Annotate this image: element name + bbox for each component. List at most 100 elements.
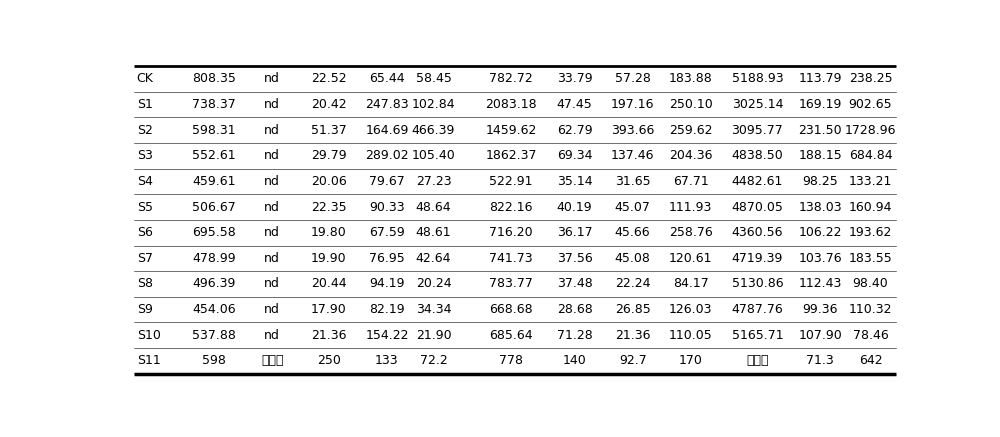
Text: 47.45: 47.45 xyxy=(557,98,592,111)
Text: 598: 598 xyxy=(202,354,226,368)
Text: nd: nd xyxy=(264,252,280,265)
Text: 808.35: 808.35 xyxy=(192,72,236,85)
Text: nd: nd xyxy=(264,201,280,214)
Text: 27.23: 27.23 xyxy=(416,175,451,188)
Text: 37.56: 37.56 xyxy=(557,252,592,265)
Text: 90.33: 90.33 xyxy=(369,201,405,214)
Text: 183.88: 183.88 xyxy=(669,72,713,85)
Text: 133.21: 133.21 xyxy=(849,175,892,188)
Text: S11: S11 xyxy=(137,354,160,368)
Text: 45.08: 45.08 xyxy=(615,252,651,265)
Text: 2083.18: 2083.18 xyxy=(485,98,537,111)
Text: 19.90: 19.90 xyxy=(311,252,347,265)
Text: 695.58: 695.58 xyxy=(192,226,236,239)
Text: 84.17: 84.17 xyxy=(673,277,709,291)
Text: 110.32: 110.32 xyxy=(849,303,892,316)
Text: 685.64: 685.64 xyxy=(489,329,533,342)
Text: 71.3: 71.3 xyxy=(806,354,834,368)
Text: nd: nd xyxy=(264,226,280,239)
Text: 154.22: 154.22 xyxy=(365,329,409,342)
Text: 4482.61: 4482.61 xyxy=(732,175,783,188)
Text: 48.64: 48.64 xyxy=(416,201,451,214)
Text: 22.24: 22.24 xyxy=(615,277,650,291)
Text: 72.2: 72.2 xyxy=(420,354,447,368)
Text: 250.10: 250.10 xyxy=(669,98,713,111)
Text: 782.72: 782.72 xyxy=(489,72,533,85)
Text: 20.06: 20.06 xyxy=(311,175,347,188)
Text: 902.65: 902.65 xyxy=(849,98,892,111)
Text: nd: nd xyxy=(264,124,280,136)
Text: 170: 170 xyxy=(679,354,703,368)
Text: 69.34: 69.34 xyxy=(557,149,592,162)
Text: 668.68: 668.68 xyxy=(489,303,533,316)
Text: 未检测: 未检测 xyxy=(261,354,284,368)
Text: 238.25: 238.25 xyxy=(849,72,892,85)
Text: 31.65: 31.65 xyxy=(615,175,650,188)
Text: 99.36: 99.36 xyxy=(802,303,838,316)
Text: S3: S3 xyxy=(137,149,152,162)
Text: 393.66: 393.66 xyxy=(611,124,654,136)
Text: 126.03: 126.03 xyxy=(669,303,712,316)
Text: 103.76: 103.76 xyxy=(798,252,842,265)
Text: 37.48: 37.48 xyxy=(557,277,592,291)
Text: 45.07: 45.07 xyxy=(615,201,651,214)
Text: 3025.14: 3025.14 xyxy=(732,98,783,111)
Text: 783.77: 783.77 xyxy=(489,277,533,291)
Text: 193.62: 193.62 xyxy=(849,226,892,239)
Text: 160.94: 160.94 xyxy=(849,201,892,214)
Text: 92.7: 92.7 xyxy=(619,354,646,368)
Text: 247.83: 247.83 xyxy=(365,98,409,111)
Text: 78.46: 78.46 xyxy=(853,329,888,342)
Text: 112.43: 112.43 xyxy=(798,277,842,291)
Text: 22.35: 22.35 xyxy=(311,201,347,214)
Text: 537.88: 537.88 xyxy=(192,329,236,342)
Text: 20.42: 20.42 xyxy=(311,98,347,111)
Text: 76.95: 76.95 xyxy=(369,252,405,265)
Text: 20.44: 20.44 xyxy=(311,277,347,291)
Text: 21.90: 21.90 xyxy=(416,329,451,342)
Text: 33.79: 33.79 xyxy=(557,72,592,85)
Text: 110.05: 110.05 xyxy=(669,329,713,342)
Text: 42.64: 42.64 xyxy=(416,252,451,265)
Text: 29.79: 29.79 xyxy=(311,149,347,162)
Text: 105.40: 105.40 xyxy=(412,149,455,162)
Text: S8: S8 xyxy=(137,277,153,291)
Text: nd: nd xyxy=(264,72,280,85)
Text: 19.80: 19.80 xyxy=(311,226,347,239)
Text: S10: S10 xyxy=(137,329,160,342)
Text: 183.55: 183.55 xyxy=(849,252,892,265)
Text: 4838.50: 4838.50 xyxy=(732,149,783,162)
Text: 71.28: 71.28 xyxy=(557,329,592,342)
Text: 57.28: 57.28 xyxy=(615,72,651,85)
Text: 40.19: 40.19 xyxy=(557,201,592,214)
Text: 51.37: 51.37 xyxy=(311,124,347,136)
Text: nd: nd xyxy=(264,329,280,342)
Text: 169.19: 169.19 xyxy=(798,98,842,111)
Text: 741.73: 741.73 xyxy=(489,252,533,265)
Text: 22.52: 22.52 xyxy=(311,72,347,85)
Text: 26.85: 26.85 xyxy=(615,303,650,316)
Text: 94.19: 94.19 xyxy=(369,277,405,291)
Text: nd: nd xyxy=(264,98,280,111)
Text: 5165.71: 5165.71 xyxy=(732,329,783,342)
Text: S4: S4 xyxy=(137,175,152,188)
Text: 1728.96: 1728.96 xyxy=(845,124,896,136)
Text: 36.17: 36.17 xyxy=(557,226,592,239)
Text: 1862.37: 1862.37 xyxy=(485,149,537,162)
Text: 106.22: 106.22 xyxy=(798,226,842,239)
Text: 250: 250 xyxy=(317,354,341,368)
Text: S5: S5 xyxy=(137,201,153,214)
Text: 3095.77: 3095.77 xyxy=(732,124,783,136)
Text: 738.37: 738.37 xyxy=(192,98,236,111)
Text: 67.59: 67.59 xyxy=(369,226,405,239)
Text: 120.61: 120.61 xyxy=(669,252,712,265)
Text: nd: nd xyxy=(264,149,280,162)
Text: 98.25: 98.25 xyxy=(802,175,838,188)
Text: 289.02: 289.02 xyxy=(365,149,409,162)
Text: 20.24: 20.24 xyxy=(416,277,451,291)
Text: 716.20: 716.20 xyxy=(489,226,533,239)
Text: 552.61: 552.61 xyxy=(192,149,236,162)
Text: 138.03: 138.03 xyxy=(798,201,842,214)
Text: 4870.05: 4870.05 xyxy=(731,201,783,214)
Text: 未检测: 未检测 xyxy=(746,354,769,368)
